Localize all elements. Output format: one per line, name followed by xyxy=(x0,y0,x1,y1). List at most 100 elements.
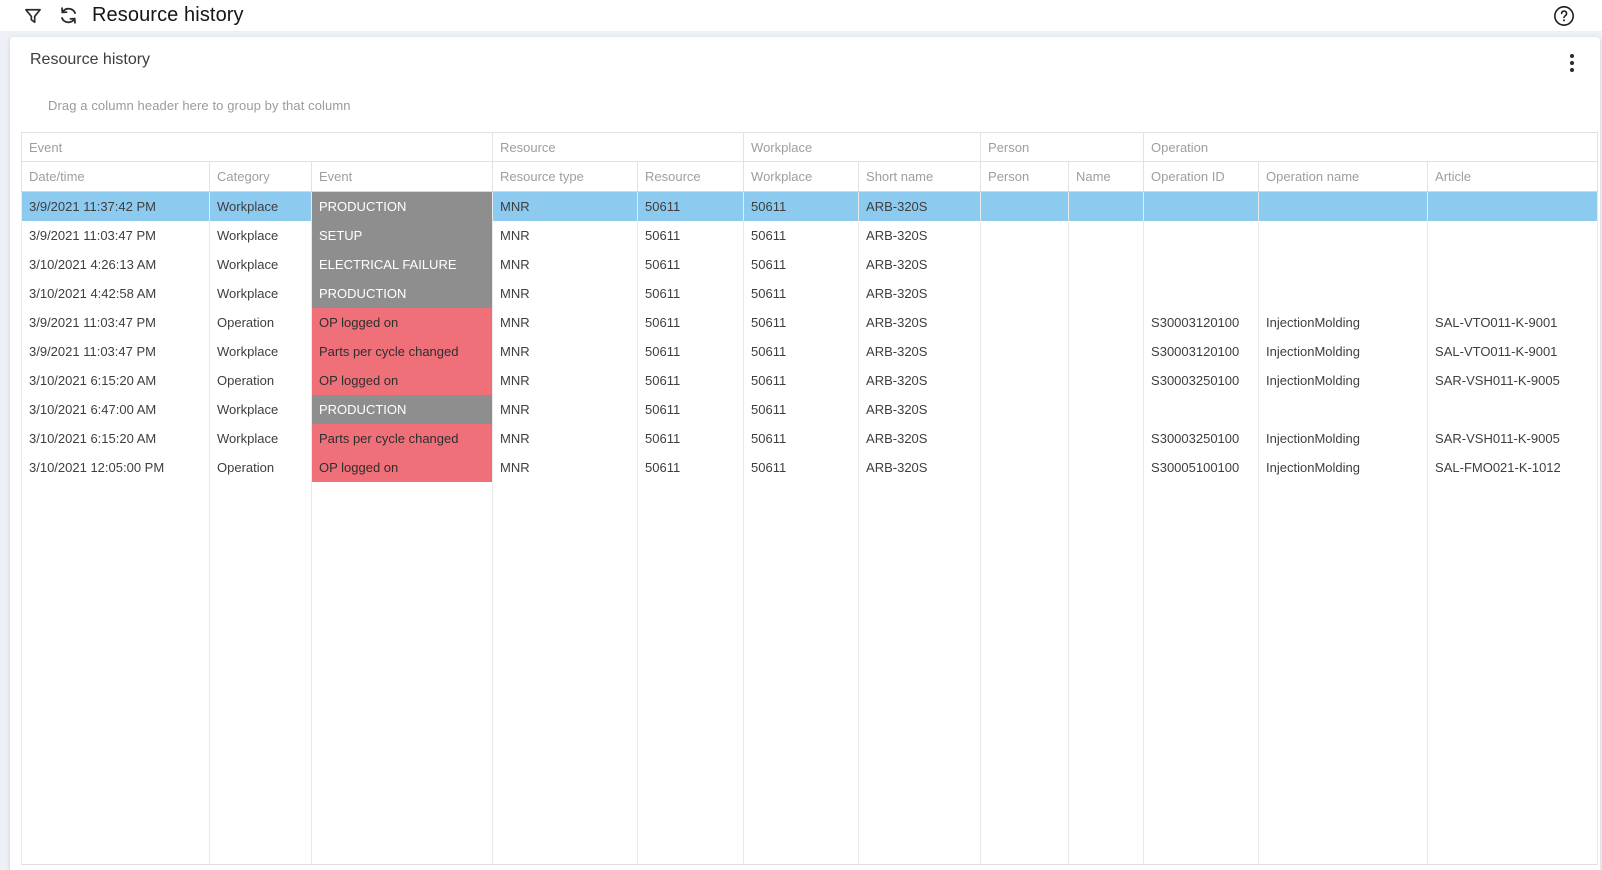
table-row[interactable]: 3/9/2021 11:03:47 PM Operation OP logged o… xyxy=(21,307,1599,337)
help-button[interactable] xyxy=(1551,4,1577,28)
column-header-resource[interactable]: Resource xyxy=(637,161,745,192)
cell-operation-id xyxy=(1143,220,1260,250)
column-header-person[interactable]: Person xyxy=(980,161,1070,192)
cell-short-name: ARB-320S xyxy=(858,365,982,395)
cell-resource-type: MNR xyxy=(492,249,639,279)
filler-cell xyxy=(980,481,1070,865)
column-header-resource-type[interactable]: Resource type xyxy=(492,161,639,192)
cell-name xyxy=(1068,191,1145,221)
column-group-resource[interactable]: Resource xyxy=(492,132,745,162)
cell-datetime: 3/10/2021 12:05:00 PM xyxy=(21,452,210,482)
cell-article: SAR-VSH011-K-9005 xyxy=(1427,423,1599,453)
filter-button[interactable] xyxy=(20,4,46,28)
cell-name xyxy=(1068,278,1145,308)
cell-category: Workplace xyxy=(209,394,312,424)
column-header-name[interactable]: Name xyxy=(1068,161,1145,192)
resource-history-grid: Event Resource Workplace Person Operation Dat… xyxy=(20,132,1599,865)
filler-cell xyxy=(21,481,210,865)
cell-name xyxy=(1068,394,1145,424)
cell-category: Workplace xyxy=(209,249,312,279)
page-title: Resource history xyxy=(92,4,244,26)
panel-title: Resource history xyxy=(30,51,151,68)
cell-resource-type: MNR xyxy=(492,307,639,337)
column-header-event[interactable]: Event xyxy=(310,161,494,192)
column-header-article[interactable]: Article xyxy=(1427,161,1599,192)
cell-short-name: ARB-320S xyxy=(858,220,982,250)
column-header-short-name[interactable]: Short name xyxy=(858,161,982,192)
cell-event: SETUP xyxy=(310,220,494,250)
cell-person xyxy=(980,365,1070,395)
cell-name xyxy=(1068,307,1145,337)
cell-resource: 50611 xyxy=(637,394,745,424)
table-row[interactable]: 3/9/2021 11:03:47 PM Workplace SETUP MNR 506… xyxy=(21,220,1599,250)
group-panel-hint: Drag a column header here to group by th… xyxy=(48,98,351,113)
filler-cell xyxy=(743,481,860,865)
cell-resource: 50611 xyxy=(637,336,745,366)
cell-operation-name xyxy=(1258,249,1429,279)
column-group-event[interactable]: Event xyxy=(20,132,494,162)
column-header-workplace[interactable]: Workplace xyxy=(743,161,860,192)
table-row-selected[interactable]: 3/9/2021 11:37:42 PM Workplace PRODUCTION M… xyxy=(21,191,1599,221)
table-row[interactable]: 3/9/2021 11:03:47 PM Workplace Parts per c… xyxy=(21,336,1599,366)
filler-cell xyxy=(1427,481,1599,865)
cell-resource-type: MNR xyxy=(492,336,639,366)
cell-category: Workplace xyxy=(209,220,312,250)
cell-article xyxy=(1427,191,1599,221)
panel-menu-button[interactable] xyxy=(1564,51,1580,75)
cell-workplace: 50611 xyxy=(743,394,860,424)
refresh-button[interactable] xyxy=(55,4,81,28)
cell-article: SAL-VTO011-K-9001 xyxy=(1427,307,1599,337)
column-group-person[interactable]: Person xyxy=(980,132,1145,162)
cell-operation-id: S30003120100 xyxy=(1143,307,1260,337)
cell-resource: 50611 xyxy=(637,220,745,250)
filler-cell xyxy=(492,481,639,865)
column-header-operation-name[interactable]: Operation name xyxy=(1258,161,1429,192)
cell-person xyxy=(980,394,1070,424)
filler-row xyxy=(21,481,1599,865)
cell-short-name: ARB-320S xyxy=(858,423,982,453)
cell-article xyxy=(1427,278,1599,308)
cell-article xyxy=(1427,394,1599,424)
cell-name xyxy=(1068,249,1145,279)
cell-resource: 50611 xyxy=(637,191,745,221)
cell-short-name: ARB-320S xyxy=(858,249,982,279)
cell-operation-name: InjectionMolding xyxy=(1258,336,1429,366)
cell-category: Workplace xyxy=(209,336,312,366)
cell-operation-name xyxy=(1258,220,1429,250)
cell-name xyxy=(1068,423,1145,453)
table-row[interactable]: 3/10/2021 12:05:00 PM Operation OP logged … xyxy=(21,452,1599,482)
cell-workplace: 50611 xyxy=(743,365,860,395)
column-header-category[interactable]: Category xyxy=(209,161,312,192)
column-header-row: Date/time Category Event Resource type Resou… xyxy=(21,161,1599,192)
cell-operation-id: S30003250100 xyxy=(1143,423,1260,453)
column-header-date-time[interactable]: Date/time xyxy=(21,161,210,192)
column-header-operation-id[interactable]: Operation ID xyxy=(1143,161,1260,192)
column-group-operation[interactable]: Operation xyxy=(1143,132,1599,162)
cell-category: Operation xyxy=(209,307,312,337)
cell-workplace: 50611 xyxy=(743,191,860,221)
cell-short-name: ARB-320S xyxy=(858,452,982,482)
cell-resource: 50611 xyxy=(637,278,745,308)
cell-workplace: 50611 xyxy=(743,220,860,250)
cell-datetime: 3/10/2021 6:47:00 AM xyxy=(21,394,210,424)
cell-resource-type: MNR xyxy=(492,278,639,308)
cell-datetime: 3/9/2021 11:03:47 PM xyxy=(21,336,210,366)
cell-datetime: 3/10/2021 6:15:20 AM xyxy=(21,423,210,453)
table-row[interactable]: 3/10/2021 4:26:13 AM Workplace ELECTRICAL … xyxy=(21,249,1599,279)
cell-event: PRODUCTION xyxy=(310,394,494,424)
table-row[interactable]: 3/10/2021 6:47:00 AM Workplace PRODUCTION M… xyxy=(21,394,1599,424)
table-row[interactable]: 3/10/2021 4:42:58 AM Workplace PRODUCTION M… xyxy=(21,278,1599,308)
cell-resource-type: MNR xyxy=(492,191,639,221)
cell-event: ELECTRICAL FAILURE xyxy=(310,249,494,279)
cell-operation-id xyxy=(1143,394,1260,424)
cell-workplace: 50611 xyxy=(743,249,860,279)
cell-resource: 50611 xyxy=(637,452,745,482)
table-row[interactable]: 3/10/2021 6:15:20 AM Operation OP logged o… xyxy=(21,365,1599,395)
table-row[interactable]: 3/10/2021 6:15:20 AM Workplace Parts per c… xyxy=(21,423,1599,453)
panel-header: Resource history xyxy=(10,37,1600,75)
cell-name xyxy=(1068,336,1145,366)
column-group-workplace[interactable]: Workplace xyxy=(743,132,982,162)
cell-person xyxy=(980,249,1070,279)
cell-operation-id: S30003250100 xyxy=(1143,365,1260,395)
cell-person xyxy=(980,336,1070,366)
